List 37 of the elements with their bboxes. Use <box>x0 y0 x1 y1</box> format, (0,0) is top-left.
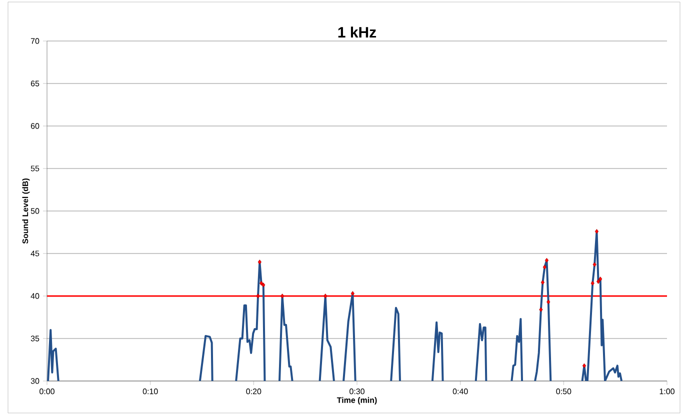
point <box>596 279 600 284</box>
point <box>324 294 328 298</box>
point <box>280 294 284 298</box>
y-tick-label: 35 <box>30 336 40 342</box>
point <box>592 262 596 267</box>
point <box>350 291 354 296</box>
x-tick-label: 0:40 <box>452 388 468 394</box>
y-axis-title: Sound Level (dB) <box>22 178 30 244</box>
chart-title: 1 kHz <box>338 26 376 38</box>
x-tick-label: 0:10 <box>142 388 158 394</box>
y-tick-label: 45 <box>30 250 40 256</box>
y-tick-label: 70 <box>30 38 40 44</box>
y-tick-label: 60 <box>30 123 40 129</box>
x-axis-title: Time (min) <box>336 397 377 405</box>
x-tick-label: 0:50 <box>556 388 572 394</box>
point <box>594 229 599 234</box>
x-tick-label: 0:00 <box>40 388 54 394</box>
x-tick-label: 0:20 <box>246 388 262 394</box>
point <box>546 300 550 304</box>
y-tick-label: 65 <box>30 80 40 86</box>
point <box>256 294 260 298</box>
x-tick-label: 1:00 <box>660 388 674 394</box>
point <box>258 260 262 264</box>
y-tick-label: 55 <box>30 166 40 172</box>
point <box>544 258 549 263</box>
point <box>598 276 602 282</box>
point <box>539 307 543 312</box>
point <box>540 280 544 285</box>
y-tick-label: 50 <box>30 208 40 214</box>
point <box>262 282 266 288</box>
point <box>542 264 546 270</box>
y-tick-label: 30 <box>30 378 40 384</box>
y-tick-label: 40 <box>30 293 40 299</box>
point <box>260 280 264 286</box>
point <box>590 280 594 286</box>
x-tick-label: 0:30 <box>350 388 364 394</box>
point <box>582 363 586 368</box>
